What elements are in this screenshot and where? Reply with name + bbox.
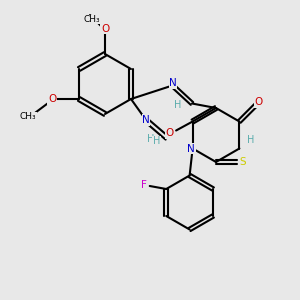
Text: H: H (153, 136, 160, 146)
Text: H: H (174, 100, 181, 110)
Text: CH₃: CH₃ (83, 15, 100, 24)
Text: F: F (141, 179, 147, 190)
Text: N: N (169, 78, 177, 88)
Text: N: N (187, 143, 195, 154)
Text: O: O (101, 23, 109, 34)
Text: H: H (147, 134, 154, 145)
Text: O: O (255, 97, 263, 107)
Text: S: S (239, 157, 246, 167)
Text: N: N (142, 115, 150, 125)
Text: CH₃: CH₃ (20, 112, 36, 122)
Text: O: O (48, 94, 56, 104)
Text: H: H (247, 135, 254, 145)
Text: O: O (165, 128, 174, 139)
